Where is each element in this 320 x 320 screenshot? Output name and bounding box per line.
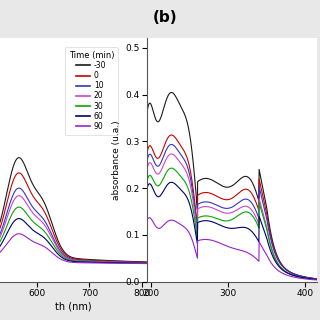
Legend: -30, 0, 10, 20, 30, 60, 90: -30, 0, 10, 20, 30, 60, 90: [65, 47, 118, 135]
Text: (b): (b): [153, 10, 177, 25]
Y-axis label: absorbance (u.a.): absorbance (u.a.): [112, 120, 121, 200]
X-axis label: th (nm): th (nm): [55, 301, 92, 311]
